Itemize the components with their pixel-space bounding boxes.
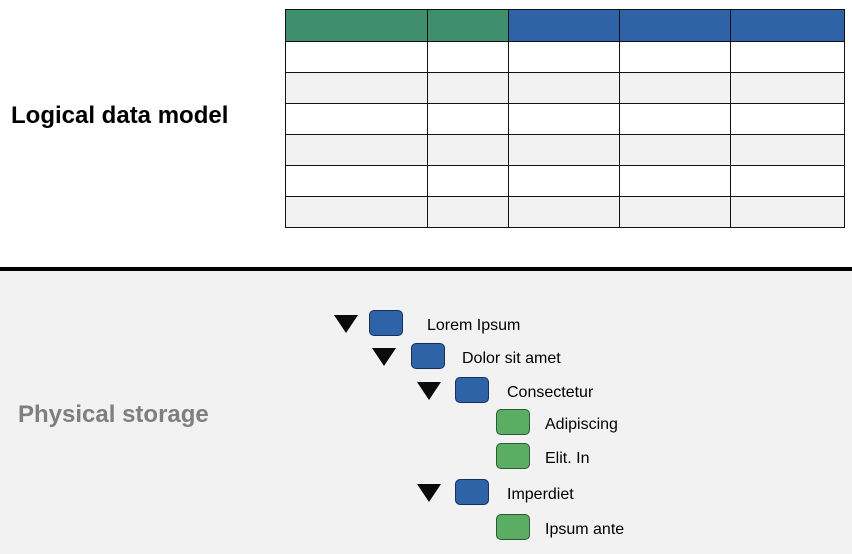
table-row (285, 165, 845, 197)
table-cell (285, 134, 428, 166)
table-cell (730, 103, 845, 135)
table-cell (508, 165, 620, 197)
table-cell (427, 72, 509, 104)
table-cell (619, 134, 731, 166)
table-cell (508, 72, 620, 104)
table-cell (427, 196, 509, 228)
tree-node-label: Imperdiet (507, 486, 574, 503)
logical-data-model-title: Logical data model (11, 102, 229, 129)
table-cell (285, 103, 428, 135)
leaf-icon (496, 443, 530, 469)
leaf-icon (496, 514, 530, 540)
tree-node-label: Lorem Ipsum (427, 317, 521, 334)
header-cell-blue (619, 9, 731, 42)
header-cell-blue (730, 9, 845, 42)
section-divider (0, 267, 852, 271)
table-cell (619, 103, 731, 135)
folder-icon (455, 377, 489, 403)
folder-icon (411, 343, 445, 369)
data-table (285, 9, 845, 228)
header-cell-blue (508, 9, 620, 42)
table-cell (619, 165, 731, 197)
table-cell (730, 41, 845, 73)
table-cell (285, 72, 428, 104)
header-cell-green (427, 9, 509, 42)
folder-icon (369, 310, 403, 336)
table-cell (619, 72, 731, 104)
table-row (285, 103, 845, 135)
table-cell (730, 134, 845, 166)
table-cell (427, 165, 509, 197)
table-cell (285, 41, 428, 73)
tree-node-label: Dolor sit amet (462, 350, 561, 367)
logical-data-model-section: Logical data model (0, 0, 852, 268)
table-cell (427, 134, 509, 166)
folder-icon (455, 479, 489, 505)
table-row (285, 134, 845, 166)
tree-node-label: Consectetur (507, 384, 594, 401)
table-cell (730, 196, 845, 228)
tree-node-label: Ipsum ante (545, 521, 625, 538)
expand-toggle-icon[interactable] (334, 315, 358, 333)
table-row (285, 196, 845, 228)
table-cell (508, 196, 620, 228)
table-cell (285, 165, 428, 197)
table-cell (427, 103, 509, 135)
table-header-row (285, 9, 845, 42)
tree-node-label: Elit. In (545, 450, 590, 467)
tree-node-label: Adipiscing (545, 416, 618, 433)
table-cell (619, 196, 731, 228)
table-row (285, 72, 845, 104)
physical-storage-section (0, 271, 852, 554)
table-cell (508, 134, 620, 166)
leaf-icon (496, 409, 530, 435)
table-cell (730, 165, 845, 197)
expand-toggle-icon[interactable] (417, 484, 441, 502)
expand-toggle-icon[interactable] (417, 382, 441, 400)
table-cell (427, 41, 509, 73)
table-row (285, 41, 845, 73)
table-cell (619, 41, 731, 73)
physical-storage-title: Physical storage (18, 401, 209, 428)
expand-toggle-icon[interactable] (372, 348, 396, 366)
table-cell (730, 72, 845, 104)
table-cell (285, 196, 428, 228)
header-cell-green (285, 9, 428, 42)
table-cell (508, 41, 620, 73)
table-cell (508, 103, 620, 135)
